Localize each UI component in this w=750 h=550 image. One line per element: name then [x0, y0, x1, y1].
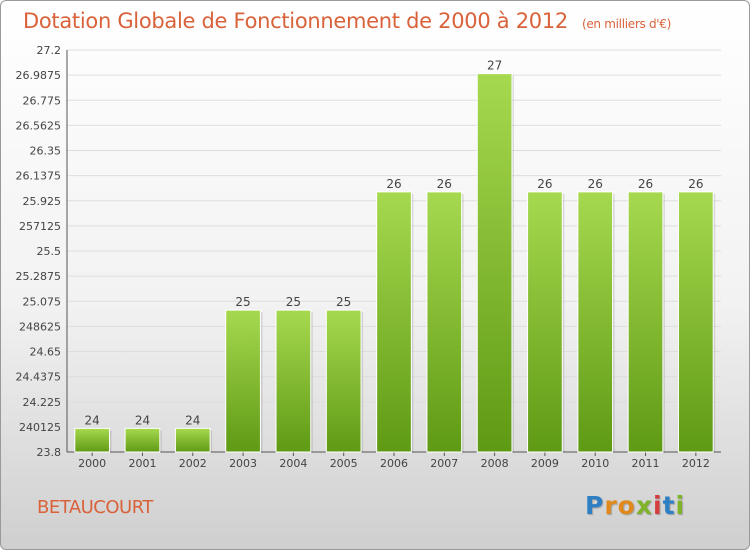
y-tick-label: 25.075: [23, 295, 62, 308]
x-tick-label: 2006: [380, 457, 408, 470]
bar-2008: [476, 73, 513, 453]
bar-2003: [225, 309, 261, 453]
data-label: 25: [286, 295, 301, 309]
bar-2010: [577, 191, 614, 453]
y-tick-label: 26.35: [30, 145, 62, 158]
data-label: 24: [185, 413, 200, 427]
logo-letter: r: [604, 491, 618, 520]
y-tick-label: 257125: [19, 220, 61, 233]
y-tick-label: 25.5: [37, 245, 62, 258]
x-tick-label: 2010: [581, 457, 609, 470]
data-label: 25: [336, 295, 351, 309]
bar-2009: [527, 191, 563, 453]
data-label: 26: [437, 177, 452, 191]
bar-2012: [677, 191, 714, 453]
x-tick-label: 2012: [682, 457, 710, 470]
x-tick-label: 2003: [229, 457, 257, 470]
y-tick-label: 248625: [19, 320, 61, 333]
logo-letter: i: [675, 491, 686, 520]
y-tick-label: 24.65: [30, 346, 62, 359]
y-tick-label: 25.925: [23, 195, 62, 208]
proxiti-logo: Proxiti: [585, 491, 685, 520]
labels: 27.2 26.9875 26.775 26.5625 26.35 26.1375 25.9…: [16, 44, 710, 470]
y-tick-label: 26.5625: [16, 119, 62, 132]
bar-2000: [74, 427, 111, 453]
y-tick-label: 240125: [19, 421, 61, 434]
x-tick-label: 2001: [128, 457, 156, 470]
y-tick-label: 23.8: [37, 446, 62, 459]
data-label: 26: [588, 177, 603, 191]
bar-2002: [174, 427, 211, 453]
logo-letter: o: [617, 491, 636, 520]
bar-2001: [124, 427, 161, 453]
chart-title: Dotation Globale de Fonctionnement de 20…: [23, 9, 671, 33]
x-tick-label: 2002: [179, 457, 207, 470]
data-label: 26: [537, 177, 552, 191]
chart-subtitle: (en milliers d'€): [581, 17, 671, 31]
logo-letter: t: [662, 491, 676, 520]
y-tick-label: 26.9875: [16, 69, 62, 82]
commune-name: BETAUCOURT: [37, 497, 153, 518]
data-label: 26: [688, 177, 703, 191]
data-label: 26: [386, 177, 401, 191]
logo-letter: i: [653, 491, 663, 520]
bars: [74, 73, 716, 453]
x-tick-label: 2007: [430, 457, 458, 470]
y-tick-label: 24.225: [23, 396, 62, 409]
logo-letter: x: [635, 491, 653, 520]
bar-2011: [627, 191, 664, 453]
x-tick-label: 2000: [78, 457, 106, 470]
x-tick-label: 2011: [632, 457, 660, 470]
bar-2006: [376, 191, 412, 453]
logo-letter: P: [585, 491, 605, 520]
y-tick-label: 26.775: [23, 94, 62, 107]
y-tick-label: 27.2: [37, 44, 62, 57]
y-tick-label: 25.2875: [16, 270, 62, 283]
x-tick-label: 2005: [330, 457, 358, 470]
bar-2005: [325, 309, 362, 453]
bar-2004: [275, 309, 312, 453]
x-tick-label: 2009: [531, 457, 559, 470]
bar-2007: [426, 191, 463, 453]
data-label: 24: [135, 413, 150, 427]
data-label: 24: [85, 413, 100, 427]
y-tick-label: 24.4375: [16, 371, 62, 384]
x-tick-label: 2008: [481, 457, 509, 470]
data-label: 25: [235, 295, 250, 309]
x-tick-label: 2004: [279, 457, 307, 470]
y-tick-label: 26.1375: [16, 170, 62, 183]
data-label: 26: [638, 177, 653, 191]
data-label: 27: [487, 59, 502, 73]
